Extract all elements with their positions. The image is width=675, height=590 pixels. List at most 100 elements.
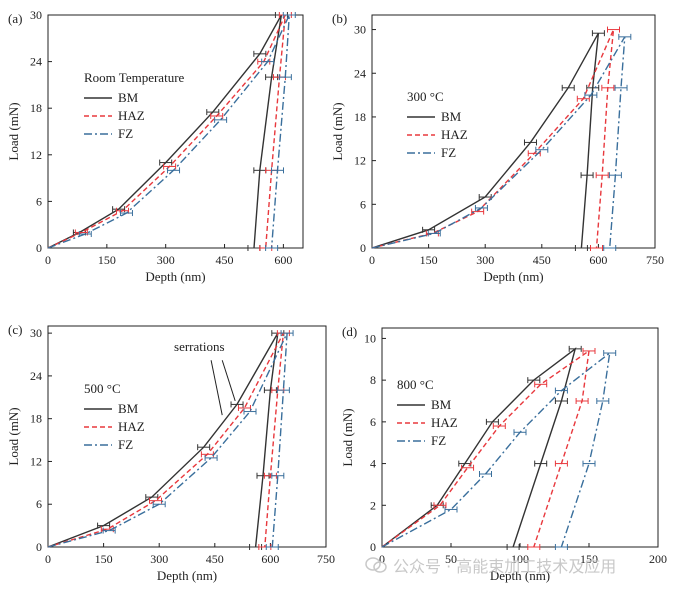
panel-d: 0 50 100 150 200 0 2 4 6 8 10 Depth (nm) Load (mN) (d… <box>340 324 667 583</box>
error-bar-bm <box>554 398 568 404</box>
error-bar-bm <box>506 544 520 550</box>
y-tick-label: 12 <box>354 154 366 168</box>
legend-label-haz: HAZ <box>431 415 458 430</box>
y-tick-label: 0 <box>360 241 366 255</box>
watermark-text: 公众号 · 高能束加工技术及应用 <box>393 557 617 576</box>
error-bar-fz <box>261 58 275 65</box>
series-line-bm <box>47 14 283 249</box>
y-tick-label: 2 <box>370 498 376 512</box>
error-bar-fz <box>513 429 527 436</box>
panel-b: 0 150 300 450 600 750 0 6 12 18 24 30 Depth (nm) Load… <box>330 11 664 284</box>
series-line-bm <box>47 332 279 548</box>
y-tick-label: 6 <box>360 197 366 211</box>
error-bar-fz <box>278 74 292 81</box>
y-tick-label: 24 <box>30 55 42 69</box>
chart-title: 800 °C <box>397 377 434 392</box>
plot-frame <box>47 14 304 249</box>
error-bar-fz <box>243 408 257 415</box>
chart-title: Room Temperature <box>84 70 185 85</box>
x-tick-label: 600 <box>274 253 292 267</box>
error-bar-fz <box>554 544 568 550</box>
error-bar-fz <box>102 527 116 534</box>
x-tick-label: 50 <box>445 552 457 566</box>
error-bar-bm <box>197 444 211 451</box>
series-line-haz <box>47 14 286 249</box>
series-line-bm <box>371 32 600 249</box>
x-tick-label: 300 <box>150 552 168 566</box>
error-bar-fz <box>271 472 285 479</box>
x-tick-label: 0 <box>45 253 51 267</box>
error-bar-fz <box>280 330 294 337</box>
error-bar-fz <box>276 387 290 394</box>
x-tick-label: 100 <box>511 552 529 566</box>
legend-label-bm: BM <box>431 397 452 412</box>
series-line-haz <box>47 332 285 548</box>
error-bar-haz <box>527 544 541 550</box>
series-line-fz <box>47 14 290 249</box>
x-axis-label: Depth (nm) <box>483 269 543 284</box>
x-tick-label: 750 <box>646 253 664 267</box>
panel-label: (a) <box>8 11 22 26</box>
watermark: 公众号 · 高能束加工技术及应用 <box>365 552 616 578</box>
error-bar-bm <box>485 418 499 425</box>
legend-label-fz: FZ <box>431 433 446 448</box>
error-bar-bm <box>527 377 541 384</box>
error-bar-haz <box>210 112 224 119</box>
y-tick-label: 12 <box>30 454 42 468</box>
error-bar-fz <box>152 501 166 508</box>
x-tick-label: 750 <box>317 552 335 566</box>
error-bar-bm <box>206 109 220 116</box>
chart-title: 300 °C <box>407 89 444 104</box>
error-bar-fz <box>214 116 228 123</box>
y-tick-label: 12 <box>30 148 42 162</box>
panel-label: (d) <box>342 324 357 339</box>
y-axis-label: Load (mN) <box>340 408 355 466</box>
error-bar-fz <box>265 544 279 550</box>
error-bar-fz <box>596 398 610 404</box>
error-bar-bm <box>574 245 588 251</box>
y-tick-label: 0 <box>36 540 42 554</box>
error-bar-bm <box>230 401 244 408</box>
legend: Room Temperature BM HAZ FZ <box>84 70 185 141</box>
error-bar-fz <box>282 12 296 18</box>
error-bar-fz <box>204 454 218 461</box>
error-bar-fz <box>444 506 458 513</box>
error-bar-haz <box>601 84 615 91</box>
x-tick-label: 600 <box>261 552 279 566</box>
plot-frame <box>371 14 656 249</box>
error-bar-bm <box>561 84 575 91</box>
error-bar-bm <box>591 30 605 37</box>
panel-c: 0 150 300 450 600 750 0 6 12 18 24 30 Depth (nm) Load… <box>6 322 335 583</box>
error-bar-fz <box>554 387 568 394</box>
error-bar-fz <box>614 84 628 91</box>
x-tick-label: 200 <box>649 552 667 566</box>
legend-label-fz: FZ <box>118 126 133 141</box>
error-bar-haz <box>534 381 548 388</box>
y-tick-label: 0 <box>36 241 42 255</box>
y-tick-label: 18 <box>30 101 42 115</box>
x-tick-label: 600 <box>589 253 607 267</box>
x-tick-label: 450 <box>216 253 234 267</box>
plot-frame <box>47 325 327 548</box>
error-bar-bm <box>568 345 582 352</box>
y-tick-label: 30 <box>354 23 366 37</box>
x-tick-label: 150 <box>420 253 438 267</box>
error-bar-bm <box>159 159 173 166</box>
panel-label: (b) <box>332 11 347 26</box>
x-tick-label: 450 <box>533 253 551 267</box>
error-bar-haz <box>582 347 596 354</box>
y-tick-label: 10 <box>364 331 376 345</box>
error-bar-fz <box>618 33 632 40</box>
x-tick-label: 0 <box>45 552 51 566</box>
legend-label-haz: HAZ <box>118 108 145 123</box>
legend-label-bm: BM <box>118 90 139 105</box>
y-tick-label: 0 <box>370 540 376 554</box>
panel-a: 0 150 300 450 600 0 6 12 18 24 30 Depth (nm) Load (m… <box>6 8 304 284</box>
error-bar-haz <box>575 398 589 404</box>
x-axis-label: Depth (nm) <box>490 568 550 583</box>
error-bar-fz <box>119 210 133 217</box>
legend-label-bm: BM <box>441 109 462 124</box>
error-bar-fz <box>265 245 279 251</box>
error-bar-haz <box>492 423 506 430</box>
y-tick-label: 18 <box>30 412 42 426</box>
